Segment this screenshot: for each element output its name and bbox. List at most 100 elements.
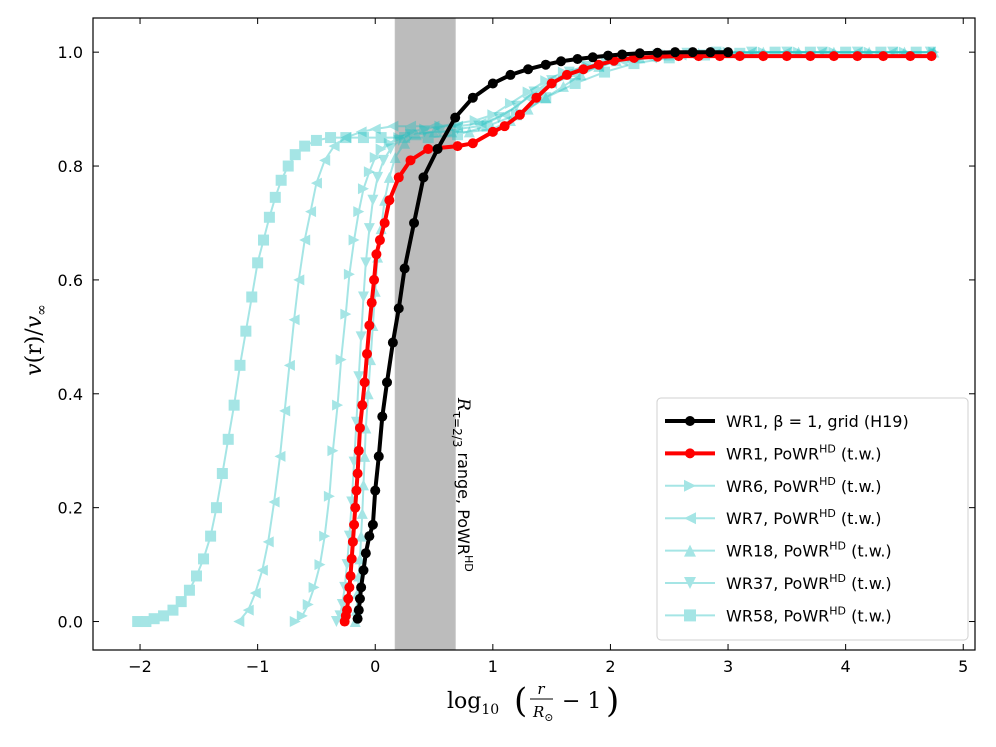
y-label-inf: ∞	[34, 304, 50, 316]
data-point-6-27	[340, 132, 352, 144]
data-point-1-30	[499, 121, 510, 132]
data-point-2-20	[405, 126, 417, 138]
data-point-1-2	[342, 605, 353, 616]
data-point-2-22	[434, 120, 446, 132]
data-point-3-5	[268, 496, 280, 508]
x-label-num: r	[537, 680, 545, 698]
data-point-1-10	[351, 485, 362, 496]
data-point-4-6	[356, 507, 368, 519]
data-point-6-8	[198, 553, 210, 565]
data-point-1-22	[379, 217, 390, 228]
data-point-4-7	[357, 479, 369, 491]
x-tick-label: 2	[605, 657, 615, 676]
x-label-minus: − 1	[562, 689, 601, 714]
data-point-1-50	[905, 51, 916, 62]
data-point-6-1	[140, 616, 152, 628]
y-label-r: (r)/	[22, 328, 47, 364]
data-point-1-16	[362, 348, 373, 359]
data-point-0-16	[418, 172, 429, 183]
data-point-3-11	[299, 234, 311, 246]
data-point-6-17	[252, 257, 264, 269]
data-point-2-21	[419, 123, 431, 135]
y-tick-label: 0.6	[58, 271, 83, 290]
data-point-6-30	[399, 132, 411, 144]
data-point-0-4	[358, 565, 369, 576]
data-point-3-3	[256, 564, 268, 576]
data-point-6-26	[325, 132, 337, 144]
legend-marker	[685, 416, 695, 426]
y-label-v: v	[22, 363, 47, 376]
data-point-1-3	[343, 593, 354, 604]
data-point-1-24	[393, 172, 404, 183]
data-point-6-36	[569, 77, 581, 89]
legend-marker	[684, 512, 696, 525]
data-point-0-3	[356, 582, 367, 593]
data-point-1-9	[350, 502, 361, 513]
data-point-4-20	[410, 129, 422, 141]
y-tick-label: 0.2	[58, 499, 83, 518]
data-point-0-5	[360, 548, 371, 559]
data-point-3-25	[522, 92, 534, 104]
data-point-1-23	[384, 195, 395, 206]
svg-text:log10: log10	[447, 689, 499, 718]
data-point-6-31	[422, 132, 434, 144]
data-point-3-24	[499, 109, 511, 121]
legend-label: WR58, PoWRHD (t.w.)	[726, 604, 892, 625]
data-point-6-24	[299, 140, 311, 152]
data-point-2-3	[308, 581, 320, 593]
data-point-0-28	[617, 49, 628, 60]
data-point-1-45	[781, 51, 792, 62]
data-point-0-26	[587, 52, 598, 63]
legend-item-4: WR18, PoWRHD (t.w.)	[665, 540, 892, 561]
data-point-2-10	[340, 308, 352, 320]
svg-text:R⊙: R⊙	[532, 703, 554, 724]
data-point-6-28	[357, 132, 369, 144]
data-point-0-13	[393, 303, 404, 314]
x-tick-label: −1	[246, 657, 270, 676]
legend-label: WR37, PoWRHD (t.w.)	[726, 572, 892, 593]
data-point-6-32	[452, 129, 464, 141]
data-point-6-7	[190, 570, 202, 582]
band-annotation: Rτ=2/3 range, PoWRHD	[450, 397, 475, 572]
data-point-2-6	[323, 490, 335, 502]
data-point-6-0	[132, 616, 144, 628]
data-point-1-48	[852, 51, 863, 62]
data-point-5-39	[887, 46, 899, 58]
data-point-2-19	[393, 132, 405, 144]
data-point-0-10	[377, 411, 388, 422]
data-point-5-11	[357, 291, 369, 303]
data-point-4-17	[383, 171, 395, 183]
data-point-5-18	[393, 134, 405, 146]
data-point-5-19	[405, 129, 417, 141]
data-point-1-43	[734, 51, 745, 62]
y-label-v2: v	[22, 315, 47, 328]
data-point-6-20	[269, 191, 281, 203]
data-point-6-37	[599, 66, 611, 78]
data-point-0-23	[540, 59, 551, 70]
data-point-0-0	[352, 613, 363, 624]
legend-label: WR1, β = 1, grid (H19)	[726, 412, 909, 431]
data-point-6-19	[263, 211, 275, 223]
data-point-6-25	[310, 134, 322, 146]
data-point-2-28	[540, 75, 552, 87]
data-point-5-15	[372, 171, 384, 183]
plot-frame	[92, 17, 976, 651]
x-label-10: 10	[481, 702, 499, 718]
data-point-6-18	[258, 234, 270, 246]
x-tick-label: 3	[723, 657, 733, 676]
data-point-3-4	[262, 536, 274, 548]
data-point-6-33	[481, 120, 493, 132]
data-point-0-8	[370, 485, 381, 496]
data-point-1-35	[578, 64, 589, 75]
data-point-0-14	[399, 263, 410, 274]
data-point-2-14	[357, 183, 369, 195]
data-point-5-21	[434, 126, 446, 138]
ann-sup: HD	[462, 555, 475, 572]
data-point-3-9	[288, 314, 300, 326]
data-point-0-1	[353, 605, 364, 616]
y-tick-label: 0.0	[58, 613, 83, 632]
data-point-2-1	[296, 610, 308, 622]
data-point-6-16	[246, 291, 258, 303]
y-tick-label: 0.4	[58, 385, 83, 404]
data-point-0-2	[354, 593, 365, 604]
